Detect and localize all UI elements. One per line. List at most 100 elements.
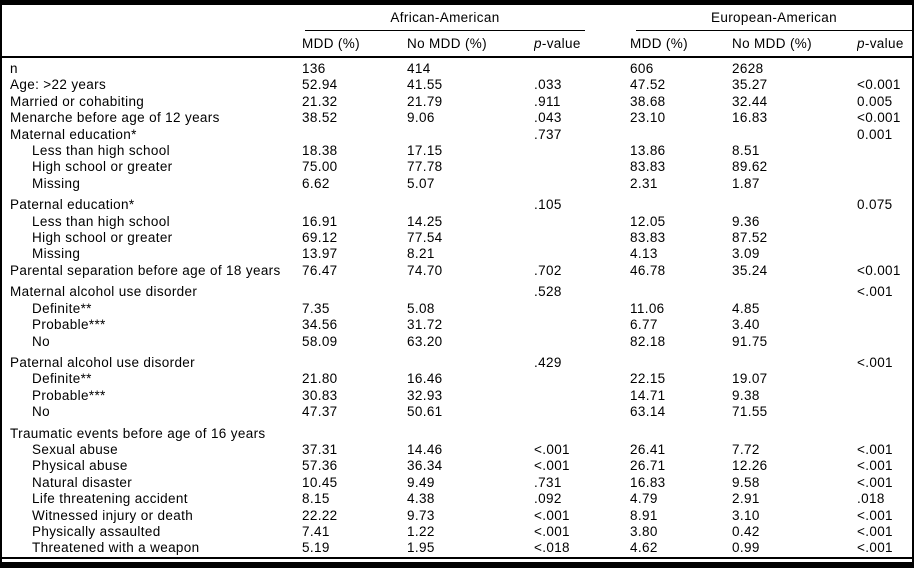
cell-aa-no-mdd: 77.78 (407, 159, 443, 175)
cell-ea-p-value (857, 230, 912, 246)
cell-aa-p-value: <.001 (534, 507, 570, 523)
p-value-rest: -value (864, 36, 904, 51)
cell-ea-mdd: 16.83 (630, 474, 666, 490)
cell-aa-no-mdd: 63.20 (407, 333, 443, 349)
cell-aa-p-value: .092 (534, 491, 562, 507)
cell-ea-p-value: <0.001 (857, 77, 901, 93)
row-label: Probable*** (32, 387, 106, 403)
cell-ea-p-value: <.001 (857, 540, 893, 556)
row-label: Menarche before age of 12 years (10, 110, 220, 126)
cell-ea-mdd (630, 426, 732, 442)
cell-ea-mdd: 8.91 (630, 507, 658, 523)
cell-aa-mdd: 6.62 (302, 175, 330, 191)
cell-ea-p-value (857, 301, 912, 317)
cell-ea-no-mdd: 3.40 (732, 317, 760, 333)
cell-aa-p-value (534, 404, 630, 420)
cell-ea-p-value (857, 61, 912, 77)
cell-ea-p-value: <0.001 (857, 110, 901, 126)
cell-aa-p-value (534, 388, 630, 404)
cell-ea-no-mdd: 12.26 (732, 458, 768, 474)
cell-ea-no-mdd: 7.72 (732, 441, 760, 457)
table-row: Threatened with a weapon 5.19 1.95 <.018 4.6… (2, 540, 912, 556)
cell-ea-p-value (857, 426, 912, 442)
cell-aa-no-mdd: 50.61 (407, 404, 443, 420)
table-row: Age: >22 years 52.94 41.55 .033 47.52 35.27 <0… (2, 77, 912, 93)
cell-aa-no-mdd: 31.72 (407, 317, 443, 333)
table-row: Menarche before age of 12 years 38.52 9.06… (2, 110, 912, 126)
cell-aa-p-value (534, 230, 630, 246)
cell-ea-p-value: 0.005 (857, 93, 893, 109)
cell-aa-mdd (302, 127, 407, 143)
cell-aa-mdd: 136 (302, 61, 326, 76)
cell-ea-p-value (857, 388, 912, 404)
cell-ea-p-value: <.001 (857, 474, 893, 490)
row-label: Maternal alcohol use disorder (10, 284, 198, 300)
table-body: n 136 414 606 2628 Age: >22 years 52.94 41.55 .0… (2, 58, 912, 559)
cell-aa-p-value (534, 143, 630, 159)
row-label: Less than high school (32, 143, 170, 159)
row-label: Threatened with a weapon (32, 540, 200, 556)
row-label: Less than high school (32, 213, 170, 229)
cell-aa-p-value (534, 317, 630, 333)
cell-aa-mdd: 22.22 (302, 507, 338, 523)
table-row: No 58.09 63.20 82.18 91.75 (2, 334, 912, 350)
cell-aa-mdd: 10.45 (302, 474, 338, 490)
cell-aa-no-mdd: 414 (407, 61, 431, 76)
column-header-ea-p-value: p-value (857, 36, 912, 51)
cell-ea-mdd: 46.78 (630, 262, 666, 278)
row-label: Traumatic events before age of 16 years (10, 425, 266, 441)
cell-aa-no-mdd: 1.22 (407, 523, 435, 539)
row-label: High school or greater (32, 159, 173, 175)
cell-aa-p-value: <.001 (534, 523, 570, 539)
cell-ea-p-value: 0.075 (857, 197, 893, 213)
column-header-ea-mdd: MDD (%) (630, 36, 688, 51)
table-row: Maternal alcohol use disorder .528 <.001 (2, 279, 912, 300)
cell-aa-p-value (534, 159, 630, 175)
cell-aa-no-mdd (407, 197, 534, 213)
cell-ea-mdd: 14.71 (630, 387, 666, 403)
cell-aa-mdd: 69.12 (302, 230, 338, 246)
column-header-aa-mdd: MDD (%) (302, 36, 360, 51)
cell-aa-no-mdd (407, 284, 534, 300)
cell-ea-p-value (857, 143, 912, 159)
cell-aa-no-mdd: 77.54 (407, 230, 443, 246)
cell-ea-no-mdd: 91.75 (732, 333, 768, 349)
cell-ea-mdd: 12.05 (630, 213, 666, 229)
row-label: Probable*** (32, 317, 106, 333)
cell-aa-mdd: 37.31 (302, 441, 338, 457)
cell-aa-no-mdd: 9.06 (407, 110, 435, 126)
cell-ea-no-mdd (732, 355, 857, 371)
cell-aa-no-mdd: 16.46 (407, 371, 443, 387)
cell-ea-no-mdd (732, 127, 857, 143)
cell-ea-mdd: 23.10 (630, 110, 666, 126)
cell-ea-mdd: 38.68 (630, 93, 666, 109)
cell-aa-p-value: .528 (534, 284, 562, 300)
cell-aa-p-value: .911 (534, 93, 561, 109)
cell-aa-p-value: .731 (534, 474, 562, 490)
cell-ea-p-value: <.001 (857, 507, 893, 523)
p-value-italic: p (857, 36, 865, 51)
cell-ea-mdd: 2.31 (630, 175, 658, 191)
cell-ea-mdd: 6.77 (630, 317, 658, 333)
cell-ea-p-value: <.001 (857, 441, 893, 457)
table-row: Sexual abuse 37.31 14.46 <.001 26.41 7.72 <.00… (2, 442, 912, 458)
cell-aa-p-value (534, 246, 630, 262)
cell-aa-no-mdd: 41.55 (407, 77, 443, 93)
cell-aa-no-mdd (407, 355, 534, 371)
cell-aa-no-mdd (407, 426, 534, 442)
cell-aa-p-value: <.001 (534, 441, 570, 457)
cell-aa-mdd: 5.19 (302, 540, 330, 556)
cell-aa-p-value (534, 214, 630, 230)
table-row: Less than high school 18.38 17.15 13.86 8.51 (2, 143, 912, 159)
group-header-row: African-American European-American (2, 5, 912, 31)
cell-ea-mdd: 4.79 (630, 491, 658, 507)
cell-ea-mdd: 4.62 (630, 540, 658, 556)
cell-ea-no-mdd: 32.44 (732, 93, 768, 109)
cell-ea-p-value: <.001 (857, 458, 893, 474)
cell-ea-p-value (857, 404, 912, 420)
cell-ea-no-mdd: 89.62 (732, 159, 768, 175)
cell-aa-p-value (534, 334, 630, 350)
cell-aa-mdd: 8.15 (302, 491, 330, 507)
cell-aa-no-mdd: 9.49 (407, 474, 435, 490)
cell-ea-no-mdd: 9.58 (732, 474, 760, 490)
